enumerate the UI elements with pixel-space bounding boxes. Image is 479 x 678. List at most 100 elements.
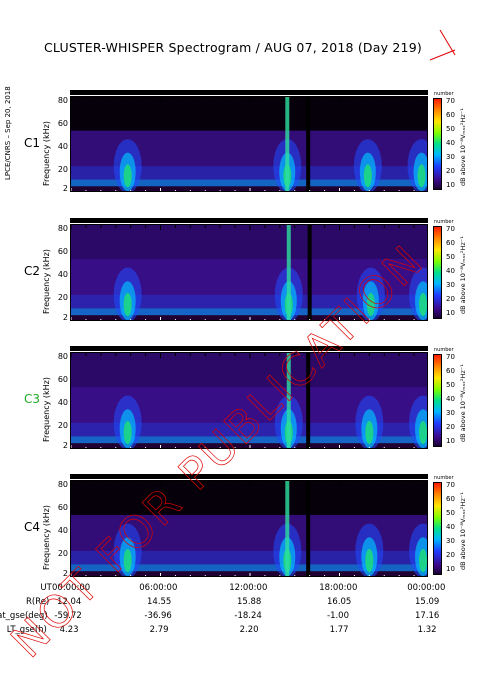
colorbar-tick: 50	[446, 253, 455, 261]
y-tick: 80	[57, 224, 68, 233]
data-gap	[306, 97, 311, 191]
emission-feature	[113, 139, 142, 191]
emission-mark	[365, 420, 374, 445]
colorbar-tick: 30	[446, 153, 455, 161]
ephemeris-value: 1.77	[329, 625, 349, 635]
spectrogram-band	[71, 179, 427, 190]
colorbar-tick: 60	[446, 367, 455, 375]
colorbar-tick: 30	[446, 537, 455, 545]
y-tick: 60	[57, 375, 68, 384]
ephemeris-value: 4.23	[59, 625, 79, 635]
colorbar-tick: 20	[446, 295, 455, 303]
colorbar-tick: 50	[446, 381, 455, 389]
emission-feature	[407, 139, 427, 191]
spacecraft-label: C1	[24, 136, 41, 150]
emission-feature	[353, 139, 382, 191]
y-tick: 80	[57, 352, 68, 361]
y-tick: 2	[62, 184, 68, 193]
ephemeris-value: 2.79	[149, 625, 169, 635]
ephemeris-value: -1.00	[327, 611, 349, 621]
emission-feature	[355, 523, 384, 576]
ephemeris-value: 15.88	[237, 597, 262, 607]
spectrogram-c3	[70, 352, 428, 449]
y-tick: 40	[57, 142, 68, 151]
emission-mark	[419, 548, 427, 573]
colorbar	[433, 98, 442, 190]
emission-mark	[123, 292, 132, 317]
colorbar-tick: 10	[446, 437, 455, 445]
colorbar-tick: 70	[446, 225, 455, 233]
spacecraft-label: C2	[24, 264, 41, 278]
emission-feature	[355, 395, 384, 448]
ephemeris-value: 14.55	[147, 597, 172, 607]
ephemeris-row-label: UT	[40, 583, 52, 593]
ephemeris-row-label: LT_gse(h)	[6, 625, 47, 635]
y-tick: 60	[57, 503, 68, 512]
colorbar	[433, 226, 442, 319]
y-tick: 2	[62, 441, 68, 450]
ephemeris-value: 2.20	[239, 625, 259, 635]
emission-feature	[274, 225, 303, 320]
colorbar-tick: 60	[446, 111, 455, 119]
data-gap	[306, 481, 311, 576]
ephemeris-value: 12.04	[57, 597, 82, 607]
y-axis-label: Frequency (kHz)	[42, 377, 51, 442]
panel-top-bar	[70, 346, 428, 351]
side-note: LPCE/CNRS – Sep 20, 2018	[4, 86, 12, 180]
colorbar-tick: 20	[446, 167, 455, 175]
emission-mark	[123, 164, 132, 188]
y-tick: 60	[57, 119, 68, 128]
y-axis-label: Frequency (kHz)	[42, 121, 51, 186]
y-tick: 80	[57, 480, 68, 489]
colorbar-tick: 40	[446, 139, 455, 147]
emission-mark	[285, 481, 290, 576]
colorbar-tick: 40	[446, 267, 455, 275]
colorbar-label: dB above 10⁻⁸Vₘₐₓ²Hz⁻¹	[459, 236, 467, 314]
spacecraft-label: C4	[24, 520, 41, 534]
emission-mark	[363, 164, 372, 188]
emission-feature	[409, 267, 427, 320]
y-axis-label: Frequency (kHz)	[42, 505, 51, 570]
ephemeris-value: 16.05	[327, 597, 352, 607]
colorbar-tick: 20	[446, 551, 455, 559]
colorbar-tick: 30	[446, 281, 455, 289]
y-tick: 20	[57, 165, 68, 174]
ephemeris-value: 00:00:00	[52, 583, 91, 593]
spectrogram-band	[71, 186, 427, 191]
ephemeris-value: 15.09	[415, 597, 440, 607]
y-tick: 40	[57, 526, 68, 535]
emission-mark	[419, 292, 427, 317]
ephemeris-row-label: Lat_gse(deg)	[0, 611, 48, 621]
ephemeris-value: -59.72	[54, 611, 82, 621]
emission-mark	[366, 292, 375, 317]
spectrogram-band	[71, 564, 427, 575]
emission-mark	[123, 548, 132, 573]
y-tick: 2	[62, 313, 68, 322]
emission-feature	[356, 267, 385, 320]
colorbar-header: number	[434, 219, 454, 225]
emission-feature	[113, 267, 142, 320]
colorbar-tick: 20	[446, 423, 455, 431]
colorbar-label: dB above 10⁻⁸Vₘₐₓ²Hz⁻¹	[459, 492, 467, 570]
panel-top-bar	[70, 218, 428, 223]
spectrogram-c2	[70, 224, 428, 321]
spectrogram-band	[71, 308, 427, 319]
colorbar-tick: 60	[446, 239, 455, 247]
data-gap	[307, 225, 312, 320]
spacecraft-label: C3	[24, 392, 41, 406]
ephemeris-value: -36.96	[144, 611, 172, 621]
emission-mark	[365, 548, 374, 573]
panel-top-bar	[70, 474, 428, 479]
y-tick: 40	[57, 398, 68, 407]
y-tick: 2	[62, 569, 68, 578]
colorbar-label: dB above 10⁻⁸Vₘₐₓ²Hz⁻¹	[459, 108, 467, 186]
colorbar-tick: 30	[446, 409, 455, 417]
emission-mark	[286, 353, 291, 448]
ephemeris-value: -18.24	[234, 611, 262, 621]
spectrogram-c4	[70, 480, 428, 577]
colorbar-header: number	[434, 91, 454, 97]
emission-mark	[417, 164, 426, 188]
spectrogram-band	[71, 443, 427, 448]
ephemeris-value: 18:00:00	[319, 583, 358, 593]
